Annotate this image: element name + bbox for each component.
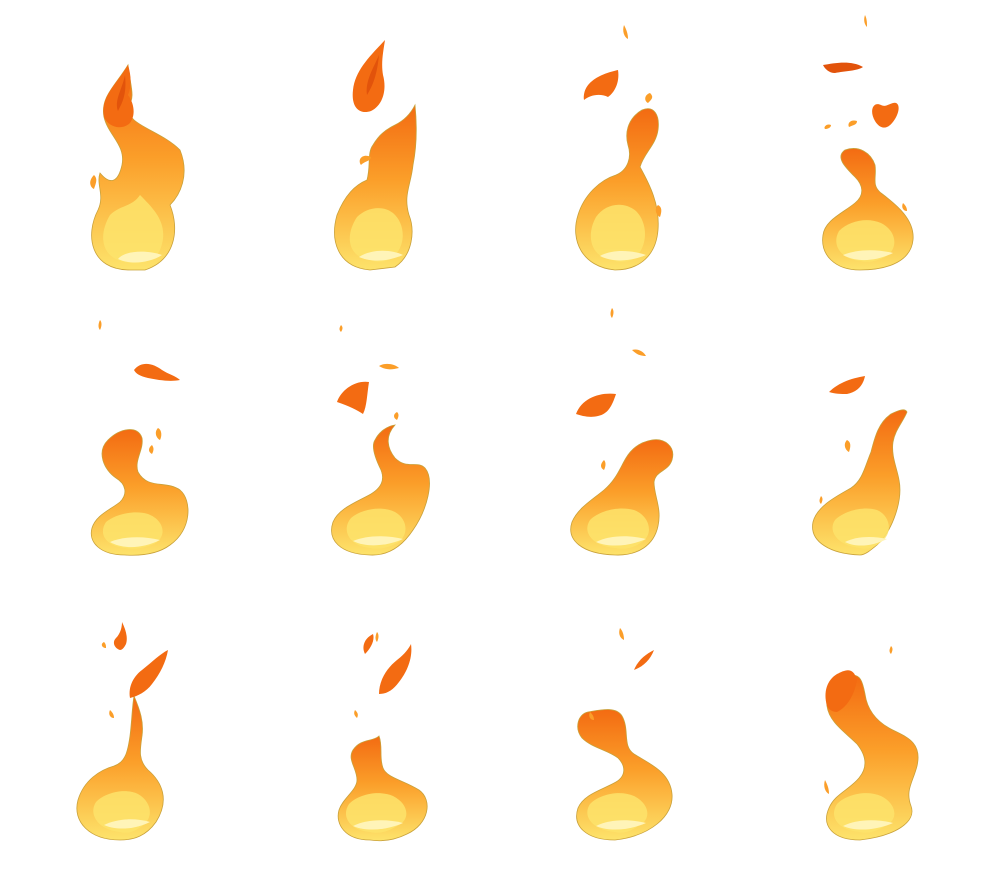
flame-frame-12 — [765, 610, 965, 890]
flame-core — [353, 536, 403, 546]
flame-spark — [902, 203, 907, 211]
flame-spark — [149, 445, 154, 454]
flame-core — [118, 251, 162, 263]
flame-tip — [634, 650, 654, 670]
flame-tip — [379, 644, 412, 694]
flame-frame-3 — [520, 25, 720, 325]
flame-tip — [576, 393, 616, 417]
flame-spark — [824, 124, 831, 129]
flame-spark — [379, 363, 399, 370]
flame-sprite — [812, 376, 908, 556]
flame-frame-8 — [765, 330, 965, 610]
flame-sprite — [334, 40, 417, 271]
flame-sprite — [331, 325, 430, 556]
flame-spark — [844, 440, 851, 452]
fire-sprite-sheet — [30, 15, 965, 842]
flame-sprite — [90, 63, 185, 271]
flame-sprite — [575, 25, 662, 271]
flame-core — [596, 820, 646, 830]
flame-frame-6 — [275, 325, 475, 610]
flame-spark — [90, 175, 97, 189]
flame-spark — [375, 632, 379, 642]
flame-tip — [352, 40, 385, 113]
flame-tip-shade — [116, 75, 126, 111]
flame-sprite — [576, 628, 673, 841]
flame-spark — [645, 93, 653, 103]
flame-core — [600, 251, 646, 261]
flame-spark — [864, 15, 867, 27]
flame-spark — [354, 710, 358, 718]
flame-core — [596, 536, 646, 546]
flame-tip — [872, 102, 899, 128]
flame-spark — [339, 325, 343, 332]
flame-tip — [829, 376, 865, 394]
flame-tip — [337, 381, 369, 414]
flame-frame-11 — [520, 610, 720, 890]
flame-inner — [349, 208, 403, 262]
flame-core — [845, 537, 887, 546]
flame-spark — [394, 412, 399, 420]
flame-spark — [601, 460, 606, 470]
flame-inner — [103, 195, 164, 264]
flame-frame-1 — [30, 45, 230, 325]
flame-tip — [134, 363, 180, 381]
flame-sprite — [824, 646, 919, 841]
flame-tip — [113, 622, 127, 650]
flame-core — [104, 819, 150, 829]
flame-sprite — [337, 632, 428, 842]
flame-spark — [359, 155, 371, 165]
flame-spark — [101, 642, 106, 648]
flame-spark — [848, 120, 857, 127]
flame-core — [843, 250, 893, 261]
flame-frame-4 — [765, 15, 965, 325]
flame-tip — [129, 650, 168, 698]
flame-core — [359, 250, 403, 261]
flame-spark — [889, 646, 893, 654]
flame-spark — [655, 205, 662, 217]
flame-sprite — [570, 308, 674, 556]
flame-spark — [109, 710, 114, 718]
flame-core — [110, 537, 160, 548]
flame-spark — [623, 25, 628, 39]
flame-spark — [155, 428, 162, 440]
flame-spark — [824, 780, 829, 794]
flame-core — [843, 820, 893, 830]
flame-frame-9 — [30, 610, 230, 890]
flame-tip — [583, 70, 619, 100]
flame-tip — [363, 634, 374, 654]
flame-inner — [590, 204, 645, 262]
flame-frame-10 — [275, 610, 475, 890]
flame-frame-2 — [275, 40, 475, 325]
flame-spark — [98, 320, 102, 330]
flame-spark — [610, 308, 614, 318]
flame-core — [353, 820, 403, 830]
flame-spark — [819, 496, 823, 504]
flame-tip-shade — [823, 62, 863, 73]
flame-sprite — [822, 15, 914, 271]
flame-sprite — [76, 622, 168, 841]
flame-spark — [589, 712, 594, 720]
flame-sprite — [90, 320, 189, 556]
flame-tip — [825, 670, 857, 712]
flame-spark — [632, 349, 646, 356]
flame-spark — [619, 628, 624, 640]
flame-tip-shade — [366, 55, 379, 95]
flame-frame-7 — [520, 308, 720, 610]
flame-frame-5 — [30, 320, 230, 610]
